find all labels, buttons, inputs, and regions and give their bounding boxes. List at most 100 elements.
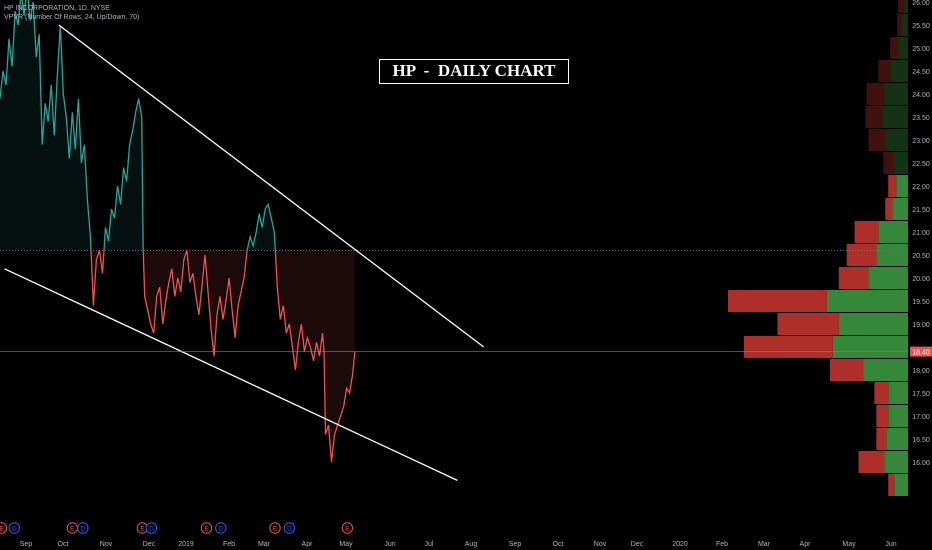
x-tick-label: Dec (143, 541, 156, 548)
y-tick-label: 24.50 (912, 69, 930, 76)
earnings-marker[interactable]: E (0, 522, 8, 534)
vpvr-up-bar (884, 451, 908, 473)
vpvr-up-bar (863, 359, 908, 381)
event-marker-label: E (204, 526, 209, 533)
price-line-below (274, 250, 356, 463)
price-line-below (186, 250, 248, 357)
price-line-below (98, 250, 105, 274)
area-above-reference (247, 204, 276, 251)
x-tick-label: Oct (58, 541, 69, 548)
vpvr-down-bar (728, 290, 827, 312)
y-tick-label: 21.00 (912, 230, 930, 237)
x-tick-label: 2019 (178, 541, 194, 548)
last-price-group: 18.40 (0, 346, 932, 357)
vpvr-up-bar (888, 382, 908, 404)
vpvr-up-bar (886, 428, 908, 450)
area-below-reference (186, 250, 248, 357)
event-marker-label: D (149, 526, 154, 533)
price-line-above (0, 0, 92, 251)
vpvr-up-bar (826, 290, 908, 312)
upper-trendline (58, 24, 485, 348)
event-marker-label: E (345, 526, 350, 533)
y-tick-label: 22.50 (912, 161, 930, 168)
vpvr-down-bar (777, 313, 839, 335)
x-tick-label: 2020 (672, 541, 688, 548)
vpvr-down-bar (838, 267, 869, 289)
event-marker-circle (77, 522, 89, 534)
vpvr-up-bar (884, 83, 908, 105)
price-line-below (142, 250, 188, 334)
price-line-above (246, 202, 276, 251)
dividend-marker[interactable]: D (283, 522, 296, 534)
y-axis: 16.00 16.50 17.00 17.50 18.00 19.00 19.50 20.00… (912, 0, 930, 467)
y-tick-label: 20.50 (912, 253, 930, 260)
earnings-marker[interactable]: E (200, 522, 213, 534)
x-tick-label: May (842, 541, 856, 548)
earnings-marker[interactable]: E (269, 522, 281, 534)
x-tick-label: Sep (20, 541, 33, 548)
event-marker-circle (269, 522, 281, 534)
x-tick-label: Jun (384, 541, 395, 548)
area-fill-group (0, 0, 355, 462)
y-tick-label: 18.00 (912, 368, 930, 375)
dividend-marker[interactable]: D (215, 522, 227, 534)
vpvr-up-bar (838, 313, 908, 335)
dividend-marker[interactable]: D (8, 522, 21, 534)
y-tick-label: 23.00 (912, 138, 930, 145)
symbol-info: HP INCORPORATION, 1D, NYSE (4, 5, 110, 12)
x-tick-label: May (339, 541, 353, 548)
x-tick-label: Nov (100, 541, 113, 548)
event-marker-label: E (0, 526, 4, 533)
event-marker-circle (8, 522, 21, 534)
vpvr-down-bar (888, 175, 897, 197)
x-tick-label: Jul (425, 541, 434, 548)
y-tick-label: 22.00 (912, 184, 930, 191)
price-line-above (103, 98, 144, 251)
x-tick-label: Feb (223, 541, 235, 548)
area-below-reference (275, 250, 355, 462)
vpvr-down-bar (743, 336, 833, 358)
vpvr-volume-profile (728, 0, 908, 496)
vpvr-down-bar (876, 405, 889, 427)
y-tick-label: 16.00 (912, 460, 930, 467)
vpvr-down-bar (883, 152, 894, 174)
y-tick-label: 20.00 (912, 276, 930, 283)
price-line-group (0, 0, 356, 463)
dividend-marker[interactable]: D (145, 522, 158, 534)
price-line-below (90, 250, 101, 306)
x-tick-label: Sep (509, 541, 522, 548)
vpvr-up-bar (892, 198, 908, 220)
x-tick-label: Nov (594, 541, 607, 548)
vpvr-up-bar (876, 244, 908, 266)
y-tick-label: 23.50 (912, 115, 930, 122)
vpvr-up-bar (898, 37, 908, 59)
vpvr-up-bar (885, 129, 908, 151)
vpvr-down-bar (878, 60, 891, 82)
vpvr-up-bar (904, 0, 908, 13)
vpvr-down-bar (868, 129, 886, 151)
vpvr-up-bar (894, 474, 908, 496)
vpvr-down-bar (874, 382, 889, 404)
vpvr-up-bar (893, 152, 908, 174)
x-tick-label: Aug (465, 541, 478, 548)
y-tick-label: 17.00 (912, 414, 930, 421)
vpvr-down-bar (885, 198, 893, 220)
vpvr-down-bar (865, 106, 883, 128)
vpvr-down-bar (898, 0, 905, 13)
vpvr-down-bar (890, 37, 899, 59)
event-marker-circle (341, 522, 354, 534)
event-marker-label: D (218, 526, 223, 533)
chart-title: HP - DAILY CHART (379, 59, 569, 84)
event-marker-circle (0, 522, 8, 534)
earnings-marker[interactable]: E (341, 522, 354, 534)
x-tick-label: Oct (553, 541, 564, 548)
event-marker-circle (145, 522, 158, 534)
y-tick-label: 26.00 (912, 0, 930, 7)
vpvr-down-bar (888, 474, 895, 496)
vpvr-up-bar (902, 14, 908, 36)
earnings-marker[interactable]: E (66, 522, 79, 534)
area-above-reference (0, 0, 91, 251)
dividend-marker[interactable]: D (77, 522, 89, 534)
